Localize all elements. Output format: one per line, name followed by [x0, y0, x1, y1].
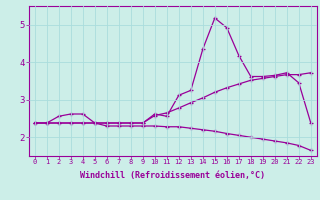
X-axis label: Windchill (Refroidissement éolien,°C): Windchill (Refroidissement éolien,°C)	[80, 171, 265, 180]
